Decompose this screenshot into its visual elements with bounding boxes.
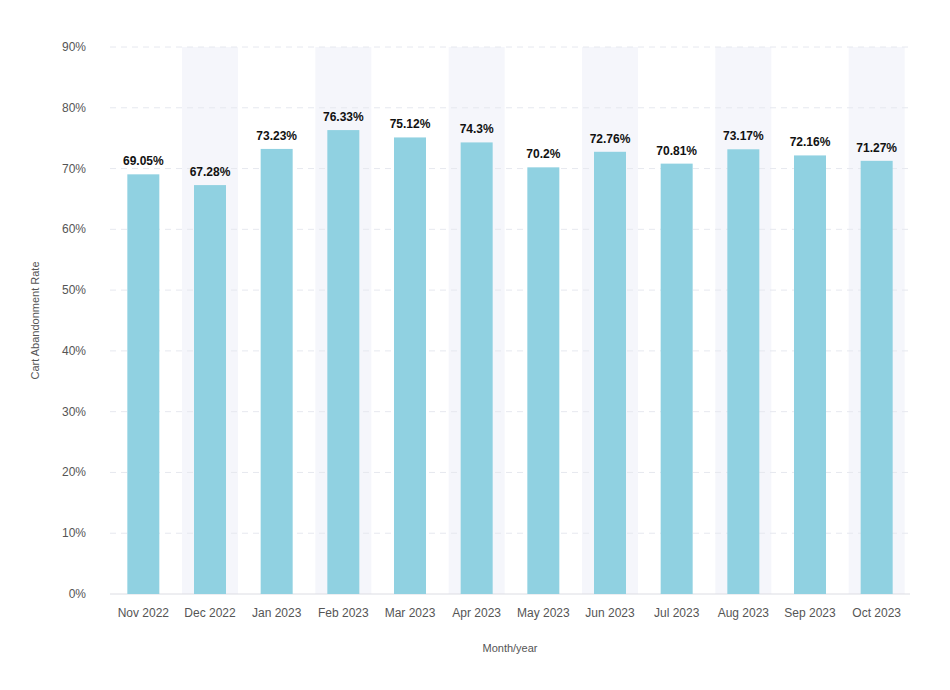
column-band — [449, 47, 505, 594]
data-label: 69.05% — [123, 154, 164, 168]
x-axis-label: Month/year — [482, 642, 537, 654]
x-tick-label: Jun 2023 — [585, 606, 635, 620]
y-tick-label: 90% — [62, 40, 86, 54]
bar — [194, 185, 226, 594]
x-tick-label: Oct 2023 — [852, 606, 901, 620]
y-tick-label: 80% — [62, 101, 86, 115]
data-label: 67.28% — [190, 165, 231, 179]
bar — [727, 149, 759, 594]
grid-line — [110, 594, 910, 595]
bar — [861, 161, 893, 594]
column-band — [715, 47, 771, 594]
grid-line — [110, 472, 910, 473]
data-labels: 69.05% 67.28% 73.23% 76.33% 75.12% 74.3% 70.2%… — [123, 110, 897, 179]
x-tick-label: Jul 2023 — [654, 606, 700, 620]
x-tick-label: Jan 2023 — [252, 606, 302, 620]
y-axis: 0% 10% 20% 30% 40% 50% 60% 70% 80% 90% — [62, 40, 910, 601]
y-tick-label: 30% — [62, 405, 86, 419]
y-axis-line — [110, 47, 111, 594]
grid-line — [110, 411, 910, 412]
y-tick-label: 70% — [62, 162, 86, 176]
y-tick-label: 60% — [62, 222, 86, 236]
x-tick-label: May 2023 — [517, 606, 570, 620]
grid-line — [110, 533, 910, 534]
data-label: 72.76% — [590, 132, 631, 146]
y-axis-label: Cart Abandonment Rate — [29, 261, 41, 379]
x-tick-label: Sep 2023 — [784, 606, 836, 620]
x-tick-label: Feb 2023 — [318, 606, 369, 620]
bar — [327, 130, 359, 594]
data-label: 73.23% — [256, 129, 297, 143]
column-band — [315, 47, 371, 594]
data-label: 76.33% — [323, 110, 364, 124]
bar — [127, 174, 159, 594]
grid-line — [110, 47, 910, 48]
x-axis: Nov 2022 Dec 2022 Jan 2023 Feb 2023 Mar 2023… — [118, 606, 902, 620]
bar — [594, 152, 626, 594]
data-label: 74.3% — [460, 122, 494, 136]
bar — [261, 149, 293, 594]
column-shading — [182, 47, 905, 594]
data-label: 75.12% — [390, 117, 431, 131]
bar — [661, 164, 693, 594]
data-label: 70.2% — [526, 147, 560, 161]
data-label: 73.17% — [723, 129, 764, 143]
y-tick-label: 10% — [62, 526, 86, 540]
grid-line — [110, 229, 910, 230]
column-band — [182, 47, 238, 594]
chart: 0% 10% 20% 30% 40% 50% 60% 70% 80% 90% 69.05% 67.28… — [0, 0, 950, 690]
column-band — [849, 47, 905, 594]
bar — [794, 155, 826, 594]
data-label: 71.27% — [856, 141, 897, 155]
x-tick-label: Aug 2023 — [718, 606, 770, 620]
x-tick-label: Dec 2022 — [184, 606, 236, 620]
x-tick-label: Mar 2023 — [385, 606, 436, 620]
y-tick-label: 50% — [62, 283, 86, 297]
bars — [127, 130, 892, 594]
y-tick-label: 40% — [62, 344, 86, 358]
x-tick-label: Apr 2023 — [452, 606, 501, 620]
grid-line — [110, 290, 910, 291]
data-label: 70.81% — [656, 144, 697, 158]
bar — [394, 137, 426, 594]
y-tick-label: 20% — [62, 465, 86, 479]
grid-line — [110, 107, 910, 108]
bar — [461, 142, 493, 594]
bar — [527, 167, 559, 594]
y-tick-label: 0% — [69, 587, 87, 601]
grid-line — [110, 350, 910, 351]
data-label: 72.16% — [790, 135, 831, 149]
column-band — [582, 47, 638, 594]
x-tick-label: Nov 2022 — [118, 606, 170, 620]
